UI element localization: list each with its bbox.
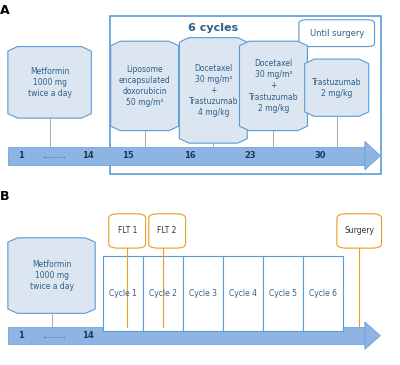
Text: 14: 14 <box>82 331 93 340</box>
Text: ..........: .......... <box>42 151 66 160</box>
Text: 16: 16 <box>184 151 196 160</box>
Polygon shape <box>179 38 247 143</box>
Text: Cycle 1: Cycle 1 <box>109 289 137 298</box>
Polygon shape <box>8 238 95 313</box>
Text: FLT 1: FLT 1 <box>118 226 137 235</box>
Text: Cycle 2: Cycle 2 <box>149 289 177 298</box>
Bar <box>143 256 183 331</box>
Text: Cycle 3: Cycle 3 <box>189 289 217 298</box>
Text: B: B <box>0 190 10 203</box>
Text: Cycle 4: Cycle 4 <box>229 289 257 298</box>
Polygon shape <box>8 47 91 118</box>
Text: 6 cycles: 6 cycles <box>188 23 238 33</box>
Text: 14: 14 <box>82 151 93 160</box>
Text: Metformin
1000 mg
twice a day: Metformin 1000 mg twice a day <box>30 260 74 291</box>
FancyBboxPatch shape <box>337 214 382 248</box>
Text: Docetaxel
30 mg/m²
+
Trastuzumab
2 mg/kg: Docetaxel 30 mg/m² + Trastuzumab 2 mg/kg <box>249 59 298 113</box>
Bar <box>303 256 343 331</box>
Text: Until surgery: Until surgery <box>310 29 364 38</box>
Text: Cycle 6: Cycle 6 <box>309 289 337 298</box>
Text: 15: 15 <box>122 151 134 160</box>
Polygon shape <box>305 59 369 116</box>
Text: Docetaxel
30 mg/m²
+
Trastuzumab
4 mg/kg: Docetaxel 30 mg/m² + Trastuzumab 4 mg/kg <box>188 64 238 117</box>
Bar <box>263 256 303 331</box>
Bar <box>183 256 223 331</box>
Polygon shape <box>240 41 308 131</box>
Text: Liposome
encapsulated
doxorubicin
50 mg/m²: Liposome encapsulated doxorubicin 50 mg/… <box>119 65 170 107</box>
Text: Surgery: Surgery <box>344 226 374 235</box>
Text: A: A <box>0 4 10 17</box>
Polygon shape <box>111 41 178 131</box>
FancyBboxPatch shape <box>299 20 374 47</box>
Bar <box>223 256 263 331</box>
Text: FLT 2: FLT 2 <box>158 226 177 235</box>
Text: ..........: .......... <box>42 331 66 340</box>
Polygon shape <box>365 141 380 170</box>
Text: 30: 30 <box>314 151 326 160</box>
Text: 1: 1 <box>18 331 24 340</box>
Polygon shape <box>365 322 380 349</box>
Text: Metformin
1000 mg
twice a day: Metformin 1000 mg twice a day <box>28 67 72 98</box>
Text: 23: 23 <box>244 151 256 160</box>
Text: Trastuzumab
2 mg/kg: Trastuzumab 2 mg/kg <box>312 78 362 98</box>
Text: Cycle 5: Cycle 5 <box>269 289 297 298</box>
Bar <box>110 16 381 174</box>
Bar <box>8 147 365 165</box>
Bar <box>103 256 143 331</box>
Bar <box>8 327 365 344</box>
FancyBboxPatch shape <box>149 214 186 248</box>
Text: 1: 1 <box>18 151 24 160</box>
FancyBboxPatch shape <box>109 214 146 248</box>
